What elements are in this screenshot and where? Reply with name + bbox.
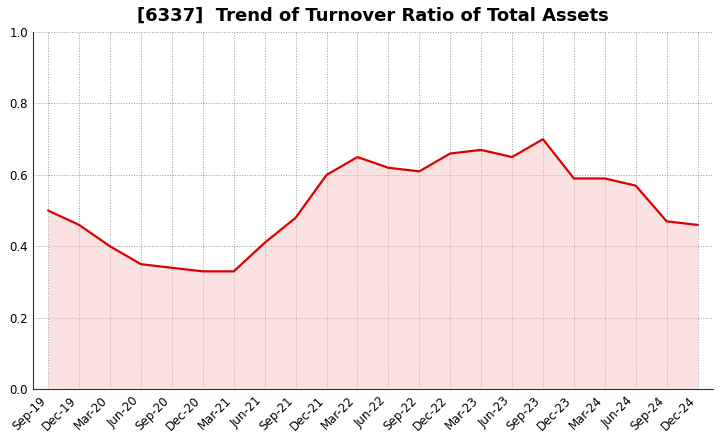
Title: [6337]  Trend of Turnover Ratio of Total Assets: [6337] Trend of Turnover Ratio of Total … xyxy=(137,7,609,25)
